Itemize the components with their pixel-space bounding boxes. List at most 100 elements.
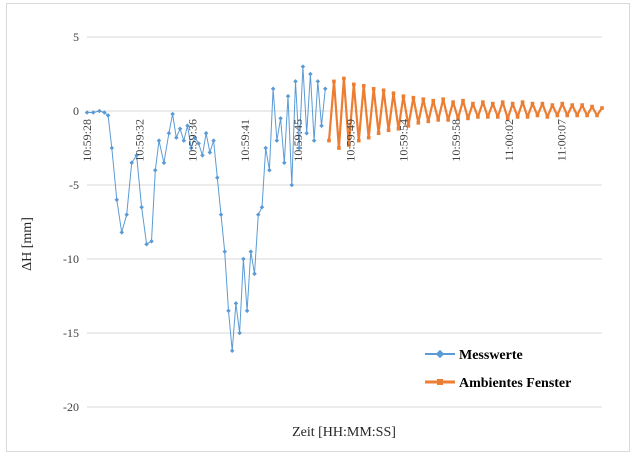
data-point [510,101,515,106]
x-tick-label: 10:59:41 [238,119,252,162]
data-point [274,138,280,143]
data-point [102,110,107,115]
gridlines [87,36,602,408]
data-point [421,97,426,101]
y-axis-tick-labels: 5 0 -5 -10 -15 -20 [63,30,79,414]
x-tick-label: 10:59:45 [291,119,305,162]
data-point [550,103,555,107]
data-point [149,238,154,244]
x-tick-label: 10:59:32 [133,119,147,162]
data-point [185,123,190,129]
line-chart: 50-5-10-15-20 10:59:28 10:59:32 10:59:36 10… [20,30,604,440]
data-point [156,138,162,143]
data-point [304,130,309,136]
data-point [152,167,158,173]
y-axis-title: ΔH [mm] [20,217,35,271]
data-point [222,249,228,254]
data-point [170,111,175,117]
y-tick-label: -20 [63,400,79,414]
data-point [461,98,465,103]
data-point [311,138,317,143]
data-point [124,212,129,217]
data-point [319,123,324,129]
data-point [595,113,599,118]
data-point [530,101,535,106]
data-point [560,101,565,106]
data-point [139,204,144,210]
x-axis-tick-labels: 10:59:28 10:59:32 10:59:36 10:59:41 10:59:45… [80,119,569,162]
data-point [580,103,584,107]
data-point [308,71,313,77]
y-tick-label: -5 [69,178,79,192]
data-point [505,116,510,121]
data-point [500,100,505,104]
data-point [218,212,224,217]
data-point [342,76,346,81]
x-tick-label: 11:00:07 [555,119,569,161]
data-point [233,301,239,306]
data-point [229,348,235,354]
data-point [252,271,257,277]
data-point [255,212,261,217]
data-point [174,135,179,140]
data-point [237,330,242,336]
data-point [515,115,520,119]
data-point [356,138,361,143]
data-point [451,100,455,104]
data-point [177,126,183,132]
data-point [386,128,391,133]
x-tick-label: 10:59:36 [185,119,199,162]
data-point [248,249,254,254]
data-point [241,256,246,262]
legend: Messwerte Ambientes Fenster [425,348,571,391]
data-point [109,145,115,151]
data-point [406,124,411,128]
data-point [441,97,445,101]
data-point [207,150,213,155]
data-point [565,113,570,118]
series-messwerte [84,64,328,354]
data-point [590,104,594,109]
data-point [166,130,172,136]
data-point [259,204,265,210]
data-point [285,93,291,99]
data-point [535,113,540,118]
data-point [456,116,460,121]
x-tick-label: 10:59:28 [80,119,94,162]
data-point [144,241,149,247]
data-point [471,101,475,106]
data-point [270,86,276,92]
series-line [87,66,326,352]
x-tick-label: 10:59:49 [344,119,358,162]
data-point [293,79,298,84]
y-tick-label: -10 [63,252,79,266]
data-point [327,138,331,143]
data-point [129,160,134,166]
data-point [540,101,545,106]
data-point [323,86,328,92]
data-point [278,116,283,121]
data-point [119,230,125,235]
data-point [426,119,431,124]
data-point [215,175,220,180]
data-point [200,153,205,158]
x-tick-label: 10:59:58 [449,119,463,162]
series-layer [84,64,604,354]
legend-label-ambientes-fenster: Ambientes Fenster [459,376,571,391]
data-point [97,108,102,114]
data-point [315,79,321,84]
data-point [282,160,287,166]
data-point [520,100,525,104]
legend-item-messwerte: Messwerte [425,348,523,363]
data-point [396,126,401,131]
data-point [525,115,530,119]
legend-marker-ambientes-fenster [437,379,443,385]
data-point [431,98,436,103]
y-tick-label: 5 [73,30,79,44]
data-point [545,115,550,119]
data-point [300,64,306,69]
data-point [585,113,589,118]
series-ambientes-fenster [327,76,604,150]
data-point [332,79,336,84]
data-point [203,130,209,136]
